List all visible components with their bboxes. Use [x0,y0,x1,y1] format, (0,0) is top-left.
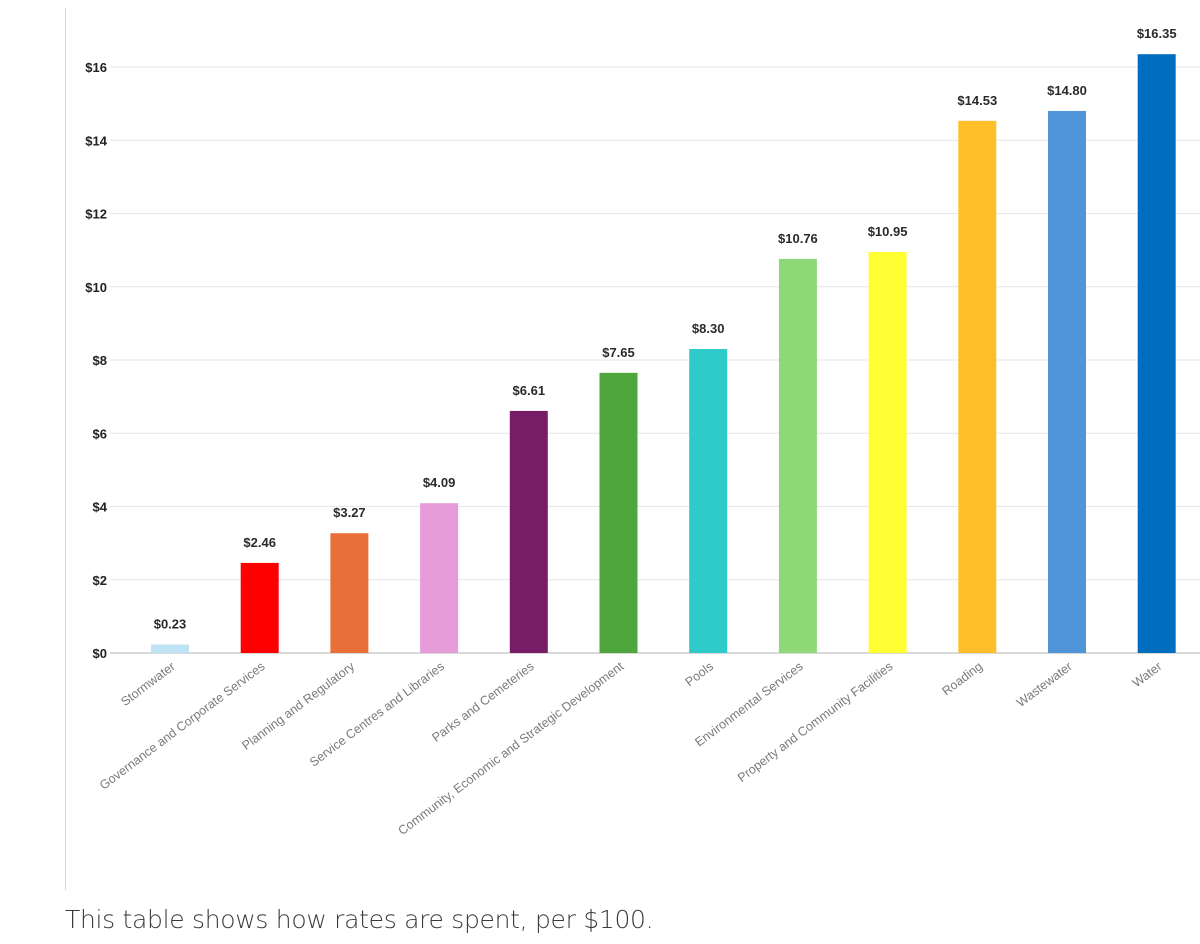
x-tick-label: Governance and Corporate Services [97,659,267,792]
data-label: $4.09 [423,475,456,490]
y-tick-label: $12 [85,207,107,222]
data-label: $7.65 [602,345,635,360]
data-label: $10.76 [778,231,818,246]
y-tick-label: $2 [93,573,107,588]
data-label: $14.80 [1047,83,1087,98]
left-border-line [65,8,66,890]
data-label: $3.27 [333,505,366,520]
data-label: $0.23 [154,617,187,632]
chart-caption: This table shows how rates are spent, pe… [65,905,654,934]
data-label: $16.35 [1137,26,1177,41]
x-tick-label: Roading [939,659,985,698]
data-label: $10.95 [868,224,908,239]
data-label: $8.30 [692,321,725,336]
bar-chart: $0 $2 $4 $6 $8 $10 $12 $14 $16 $0.23 Stormwater $2.… [85,26,1200,838]
data-label: $6.61 [513,383,546,398]
bar [599,372,638,653]
y-tick-label: $8 [93,353,107,368]
bar [1137,54,1176,653]
data-label: $2.46 [243,535,276,550]
bar [958,120,997,654]
bar [240,562,279,653]
bar [151,644,189,653]
y-tick-label: $10 [85,280,107,295]
bar [330,533,369,653]
bar [868,251,907,654]
y-tick-label: $4 [93,500,108,515]
y-tick-label: $6 [93,426,107,441]
bar [689,349,728,653]
bar [778,258,817,653]
x-tick-label: Wastewater [1014,659,1075,710]
y-tick-label: $16 [85,60,107,75]
data-label: $14.53 [957,93,997,108]
bar [1048,110,1086,653]
y-tick-label: $14 [85,133,107,148]
x-tick-label: Pools [683,659,716,689]
y-tick-label: $0 [93,646,107,661]
x-tick-label: Property and Community Facilities [735,659,895,785]
x-tick-label: Water [1130,659,1165,690]
x-tick-label: Stormwater [118,659,177,709]
bar [420,503,459,653]
bar [509,410,548,653]
